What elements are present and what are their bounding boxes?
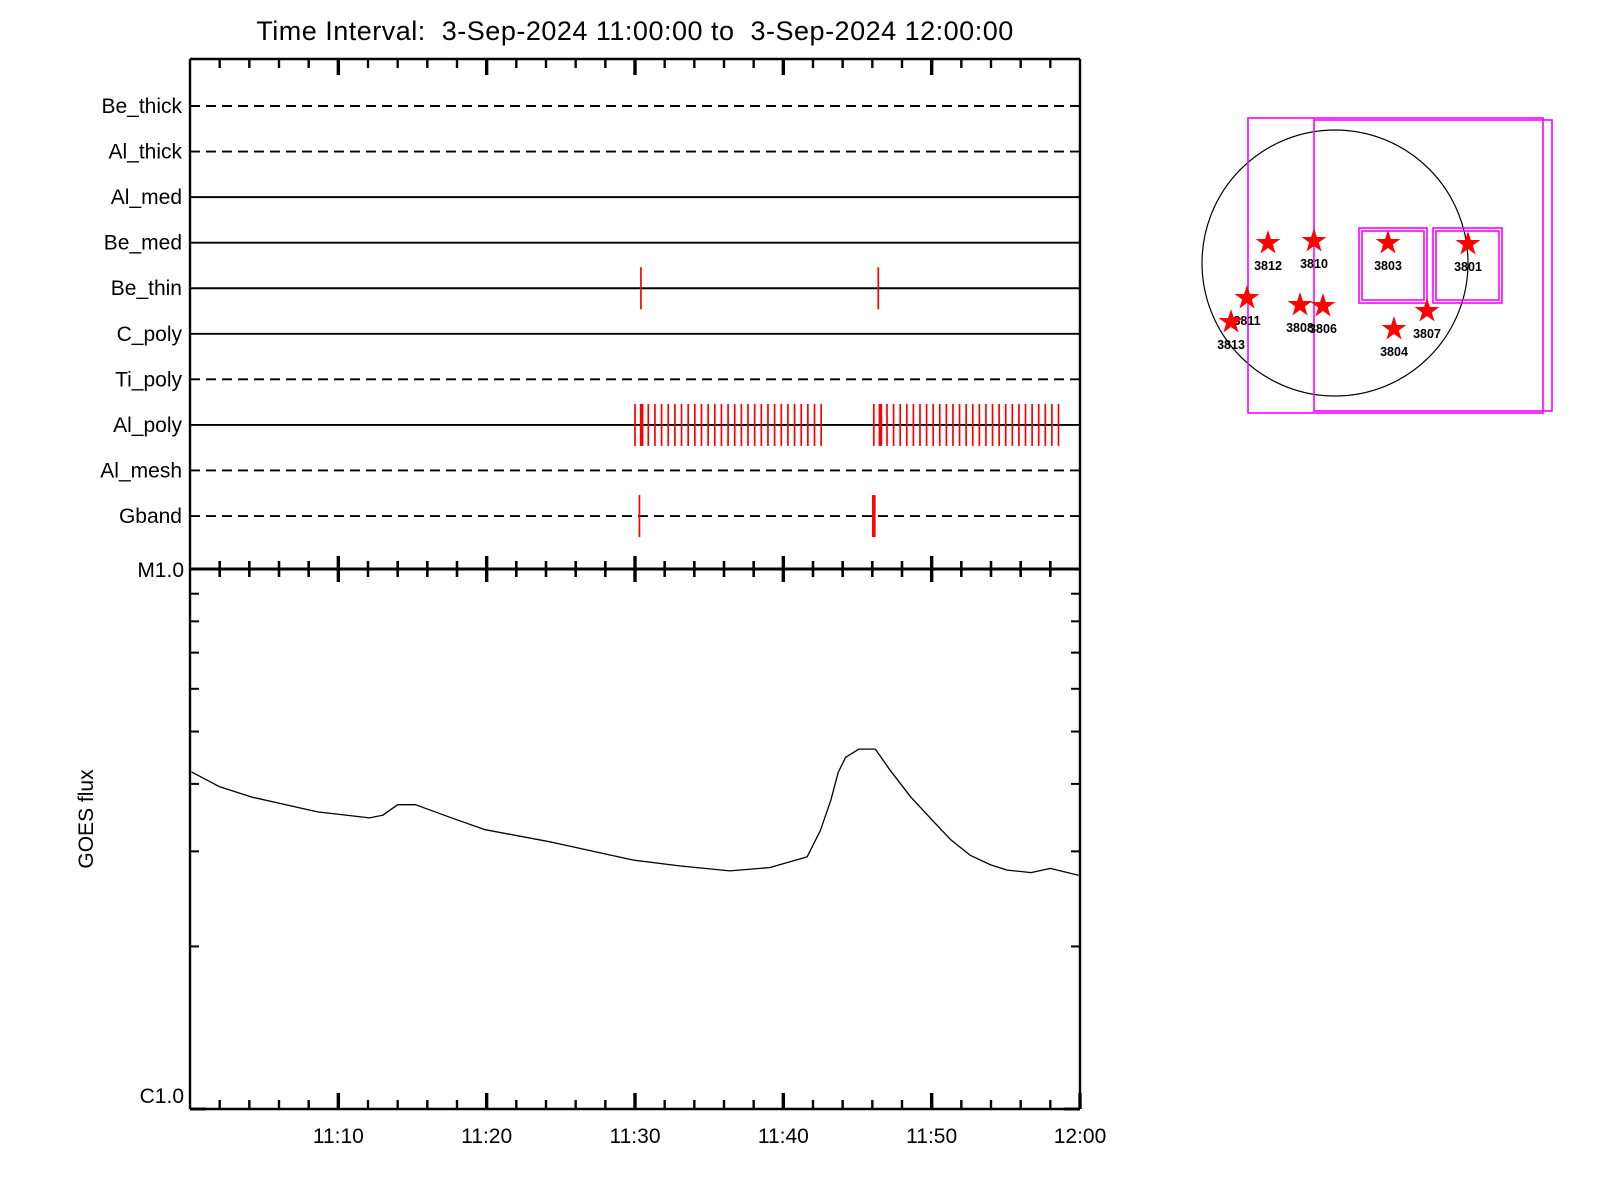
fov-box <box>1361 230 1425 301</box>
active-region-label: 3803 <box>1374 259 1402 273</box>
active-region-label: 3810 <box>1300 257 1328 271</box>
goes-curve <box>191 748 1079 876</box>
active-region-label: 3808 <box>1286 321 1314 335</box>
plot-title: Time Interval: 3-Sep-2024 11:00:00 to 3-… <box>256 16 1014 46</box>
active-region-label: 3807 <box>1413 327 1441 341</box>
goes-ymax-label: M1.0 <box>137 559 184 582</box>
x-tick-label: 11:20 <box>461 1125 512 1148</box>
active-region-star <box>1381 316 1407 340</box>
x-tick-label: 11:40 <box>758 1125 809 1148</box>
x-tick-label: 12:00 <box>1054 1125 1107 1148</box>
active-region-star <box>1375 230 1401 254</box>
fov-box <box>1313 119 1553 412</box>
filter-label: Gband <box>119 505 182 528</box>
filter-label: Ti_poly <box>115 368 182 391</box>
filter-label: Be_thick <box>101 95 182 118</box>
active-region-star <box>1310 293 1336 317</box>
x-tick-label: 11:50 <box>906 1125 957 1148</box>
fov-box <box>1247 117 1544 414</box>
active-region-star <box>1455 231 1481 255</box>
active-region-label: 3813 <box>1217 338 1245 352</box>
active-region-label: 3804 <box>1380 345 1408 359</box>
filter-label: Be_thin <box>111 277 182 300</box>
fov-box <box>1435 230 1500 301</box>
active-region-label: 3811 <box>1233 314 1260 328</box>
active-region-star <box>1218 309 1244 333</box>
filter-label: Be_med <box>104 232 182 255</box>
active-region-star <box>1287 292 1313 316</box>
filter-label: Al_mesh <box>100 459 182 482</box>
active-region-label: 3806 <box>1309 322 1337 336</box>
solar-limb <box>1201 129 1469 397</box>
active-region-label: 3812 <box>1254 259 1282 273</box>
active-region-star <box>1414 298 1440 322</box>
filter-label: Al_thick <box>108 141 182 164</box>
active-region-star <box>1234 285 1260 309</box>
goes-ymin-label: C1.0 <box>139 1085 184 1108</box>
active-region-label: 3801 <box>1454 260 1482 274</box>
filter-label: Al_poly <box>113 414 182 437</box>
filter-label: Al_med <box>111 186 182 209</box>
filter-label: C_poly <box>117 323 183 346</box>
fov-box <box>1432 227 1503 304</box>
x-tick-label: 11:10 <box>313 1125 364 1148</box>
fov-box <box>1358 227 1428 304</box>
active-region-star <box>1255 230 1281 254</box>
active-region-star <box>1301 228 1327 252</box>
x-tick-label: 11:30 <box>610 1125 661 1148</box>
